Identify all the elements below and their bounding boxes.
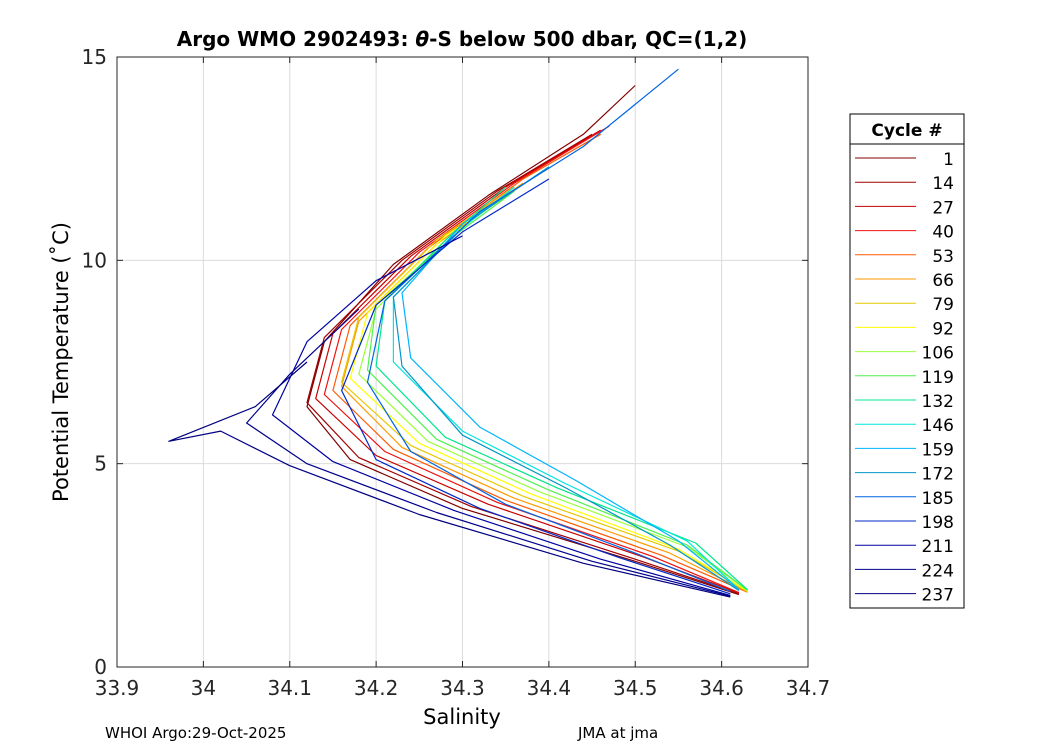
- y-tick-label: 10: [82, 248, 107, 272]
- x-tick-label: 34.2: [354, 676, 399, 700]
- series-layer: [168, 68, 748, 598]
- legend-entries: 1 14 27 40 53 66 79 92 106 119 132 146 159 172 185 198 2…: [855, 150, 954, 606]
- y-tick-label: 0: [94, 655, 107, 679]
- footer-operator: JMA at jma: [578, 724, 659, 742]
- legend-label: 224: [922, 561, 954, 581]
- legend-label: 172: [922, 465, 954, 485]
- y-tick-label: 15: [82, 45, 107, 69]
- series-line-cycle-237: [168, 361, 731, 598]
- series-line-cycle-211: [271, 235, 731, 596]
- y-axis-label: Potential Temperature (˚C): [49, 222, 73, 502]
- x-tick-label: 34.6: [699, 676, 744, 700]
- x-tick-label: 34.3: [440, 676, 485, 700]
- legend-label: 1: [943, 150, 954, 170]
- legend-title: Cycle #: [871, 121, 942, 141]
- y-tick-label: 5: [94, 452, 107, 476]
- series-line-cycle-224: [246, 308, 731, 597]
- legend-label: 211: [922, 537, 954, 557]
- legend-label: 146: [922, 416, 954, 436]
- series-line-cycle-185: [366, 68, 731, 592]
- series-line-cycle-79: [341, 186, 748, 592]
- legend-label: 66: [932, 271, 954, 291]
- legend-label: 159: [922, 440, 954, 460]
- legend-label: 53: [932, 247, 954, 267]
- series-line-cycle-159: [401, 178, 740, 591]
- x-tick-label: 33.9: [95, 676, 140, 700]
- legend-label: 185: [922, 489, 954, 509]
- x-tick-label: 34.7: [786, 676, 831, 700]
- legend-label: 198: [922, 513, 954, 533]
- x-axis-label: Salinity: [423, 705, 501, 729]
- legend-label: 79: [932, 295, 954, 315]
- series-line-cycle-1: [306, 85, 740, 596]
- legend-label: 14: [932, 174, 954, 194]
- x-tick-label: 34: [191, 676, 216, 700]
- series-line-cycle-40: [323, 125, 740, 594]
- legend-label: 119: [922, 368, 954, 388]
- chart-title: Argo WMO 2902493: θ-S below 500 dbar, QC…: [177, 27, 747, 51]
- series-line-cycle-27: [315, 129, 740, 594]
- legend-label: 92: [932, 319, 954, 339]
- x-tick-labels: 33.9 34 34.1 34.2 34.3 34.4 34.5 34.6 34.7: [95, 676, 831, 700]
- legend-label: 27: [932, 198, 954, 218]
- series-line-cycle-14: [306, 133, 740, 595]
- tick-marks: [116, 56, 809, 668]
- legend-label: 106: [922, 344, 954, 364]
- legend-box: [849, 113, 965, 609]
- x-tick-label: 34.4: [527, 676, 572, 700]
- legend-label: 132: [922, 392, 954, 412]
- footer-source: WHOI Argo:29-Oct-2025: [105, 724, 287, 742]
- x-tick-label: 34.1: [267, 676, 312, 700]
- series-line-cycle-198: [341, 178, 731, 595]
- legend: Cycle # 1 14 27 40 53 66 79 92 106 119 132 146 159 17…: [849, 113, 965, 609]
- legend-label: 40: [932, 223, 954, 243]
- x-tick-label: 34.5: [613, 676, 658, 700]
- y-tick-labels: 0 5 10 15: [82, 45, 107, 679]
- legend-label: 237: [922, 586, 954, 606]
